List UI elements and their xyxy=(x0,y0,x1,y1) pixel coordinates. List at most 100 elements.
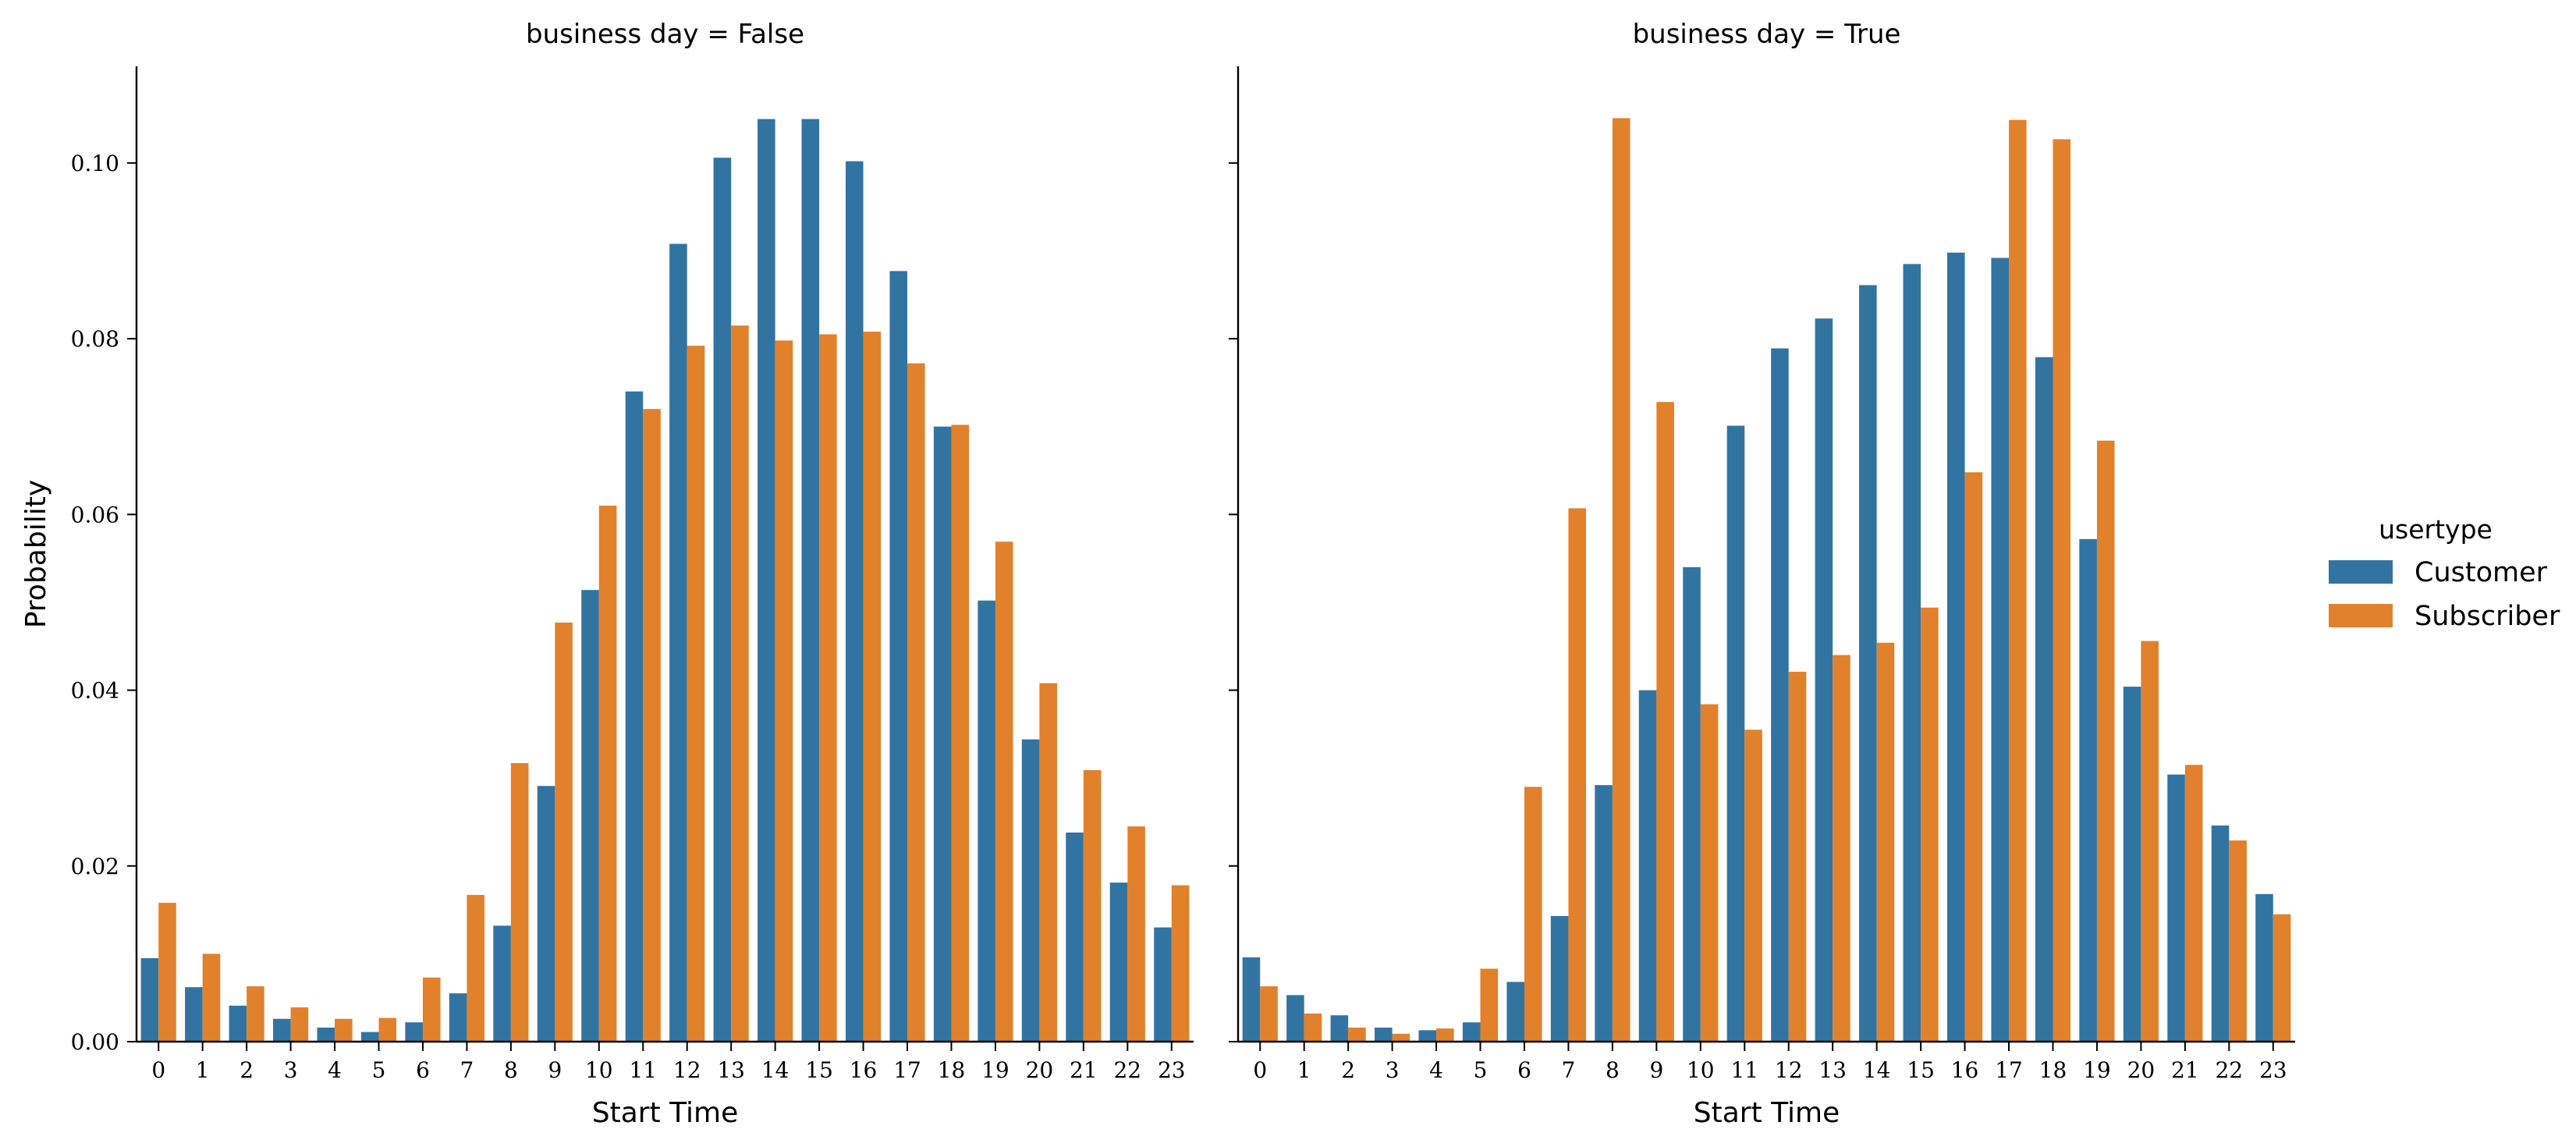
bar-subscriber-22 xyxy=(1127,826,1145,1042)
x-tick-label: 12 xyxy=(673,1057,701,1083)
x-tick-label: 4 xyxy=(328,1057,342,1083)
bar-customer-4 xyxy=(1418,1030,1437,1042)
legend-swatch-customer xyxy=(2329,560,2393,584)
bar-subscriber-14 xyxy=(775,340,793,1042)
x-tick-label: 5 xyxy=(1474,1057,1488,1083)
bar-subscriber-4 xyxy=(1436,1028,1454,1042)
x-tick-label: 0 xyxy=(151,1057,165,1083)
x-tick-label: 10 xyxy=(585,1057,613,1083)
x-tick-label: 17 xyxy=(893,1057,921,1083)
bar-customer-15 xyxy=(801,119,820,1042)
x-tick-label: 7 xyxy=(460,1057,474,1083)
bar-customer-2 xyxy=(1330,1015,1349,1042)
bar-customer-20 xyxy=(1021,739,1040,1042)
bar-subscriber-12 xyxy=(687,346,705,1042)
x-tick-label: 3 xyxy=(1386,1057,1400,1083)
bar-subscriber-8 xyxy=(1612,118,1630,1042)
bar-subscriber-9 xyxy=(1656,402,1674,1042)
bar-customer-21 xyxy=(1066,832,1084,1042)
x-tick-label: 20 xyxy=(1026,1057,1054,1083)
bar-subscriber-1 xyxy=(202,953,221,1042)
x-tick-label: 22 xyxy=(2215,1057,2243,1083)
legend: usertype Customer Subscriber xyxy=(2329,514,2560,632)
bar-subscriber-2 xyxy=(247,986,264,1042)
bar-subscriber-13 xyxy=(1833,655,1850,1042)
bar-subscriber-5 xyxy=(1480,968,1499,1042)
bar-customer-13 xyxy=(1815,318,1833,1042)
bar-subscriber-7 xyxy=(1568,508,1587,1042)
x-tick-label: 23 xyxy=(2259,1057,2287,1083)
bar-subscriber-21 xyxy=(2184,765,2203,1042)
bar-customer-19 xyxy=(2079,538,2097,1042)
bar-customer-5 xyxy=(1462,1022,1481,1042)
bar-customer-7 xyxy=(1550,915,1569,1042)
bar-subscriber-20 xyxy=(2141,641,2159,1042)
bar-subscriber-17 xyxy=(2009,119,2027,1042)
y-axis-label: Probability xyxy=(20,480,52,628)
bar-subscriber-13 xyxy=(731,325,749,1042)
bar-customer-23 xyxy=(1154,927,1172,1042)
bar-customer-7 xyxy=(449,993,467,1042)
bar-subscriber-23 xyxy=(1171,885,1190,1042)
bar-subscriber-22 xyxy=(2229,840,2247,1042)
y-tick-label: 0.06 xyxy=(71,502,119,527)
x-tick-label: 6 xyxy=(1517,1057,1531,1083)
bar-customer-0 xyxy=(140,958,159,1042)
x-axis-label: Start Time xyxy=(1694,1097,1840,1129)
bar-subscriber-18 xyxy=(951,424,970,1042)
bar-customer-6 xyxy=(1506,982,1524,1042)
bar-customer-22 xyxy=(1109,882,1128,1042)
bar-subscriber-3 xyxy=(290,1007,309,1042)
bar-subscriber-10 xyxy=(598,506,617,1042)
x-tick-label: 5 xyxy=(372,1057,386,1083)
x-tick-label: 20 xyxy=(2127,1057,2156,1083)
bar-customer-17 xyxy=(889,271,908,1042)
y-tick-label: 0.04 xyxy=(71,678,119,704)
x-tick-label: 4 xyxy=(1429,1057,1443,1083)
bar-customer-11 xyxy=(625,391,644,1042)
legend-swatch-subscriber xyxy=(2329,604,2393,627)
y-tick-label: 0.00 xyxy=(71,1029,119,1055)
x-tick-label: 8 xyxy=(1606,1057,1620,1083)
y-tick-label: 0.10 xyxy=(71,151,119,176)
x-tick-label: 14 xyxy=(1863,1057,1891,1083)
bar-customer-3 xyxy=(273,1018,291,1042)
x-tick-label: 11 xyxy=(629,1057,657,1083)
bar-customer-12 xyxy=(669,243,687,1042)
x-tick-label: 16 xyxy=(1951,1057,1979,1083)
x-tick-label: 13 xyxy=(717,1057,745,1083)
panel-1: 0 1 2 3 4 5 6 7 8 9 10 11 12 13 14 15 16 17 18 19 20 21 22 23bu… xyxy=(1229,19,2295,1129)
x-tick-label: 18 xyxy=(938,1057,966,1083)
bar-subscriber-0 xyxy=(158,903,176,1042)
bar-subscriber-14 xyxy=(1876,642,1895,1042)
bar-subscriber-21 xyxy=(1083,770,1102,1042)
bar-customer-8 xyxy=(1595,785,1613,1042)
x-tick-label: 18 xyxy=(2039,1057,2067,1083)
bar-subscriber-19 xyxy=(995,542,1013,1042)
bar-subscriber-2 xyxy=(1348,1027,1366,1042)
bar-customer-1 xyxy=(1286,995,1304,1042)
bar-subscriber-7 xyxy=(467,894,485,1042)
bar-customer-10 xyxy=(1683,566,1701,1042)
x-tick-label: 8 xyxy=(504,1057,518,1083)
x-tick-label: 13 xyxy=(1818,1057,1847,1083)
panel-0: 0 1 2 3 4 5 6 7 8 9 10 11 12 13 14 15 16 17 18 19 20 21 22 230.… xyxy=(71,19,1194,1129)
y-tick-label: 0.02 xyxy=(71,854,119,879)
bar-subscriber-11 xyxy=(643,409,661,1042)
bar-customer-9 xyxy=(1638,690,1657,1042)
bar-subscriber-4 xyxy=(335,1018,353,1042)
x-tick-label: 19 xyxy=(2083,1057,2111,1083)
bar-subscriber-18 xyxy=(2053,139,2071,1042)
x-tick-label: 1 xyxy=(1297,1057,1311,1083)
bar-subscriber-15 xyxy=(819,334,837,1042)
bar-customer-6 xyxy=(405,1022,423,1042)
bar-subscriber-1 xyxy=(1304,1013,1322,1042)
bar-customer-18 xyxy=(933,426,952,1042)
legend-label-customer: Customer xyxy=(2415,557,2548,588)
bar-subscriber-11 xyxy=(1744,730,1762,1042)
x-tick-label: 10 xyxy=(1687,1057,1715,1083)
bar-subscriber-16 xyxy=(1964,472,1983,1042)
bar-subscriber-0 xyxy=(1260,986,1278,1042)
bar-customer-14 xyxy=(1859,285,1877,1042)
